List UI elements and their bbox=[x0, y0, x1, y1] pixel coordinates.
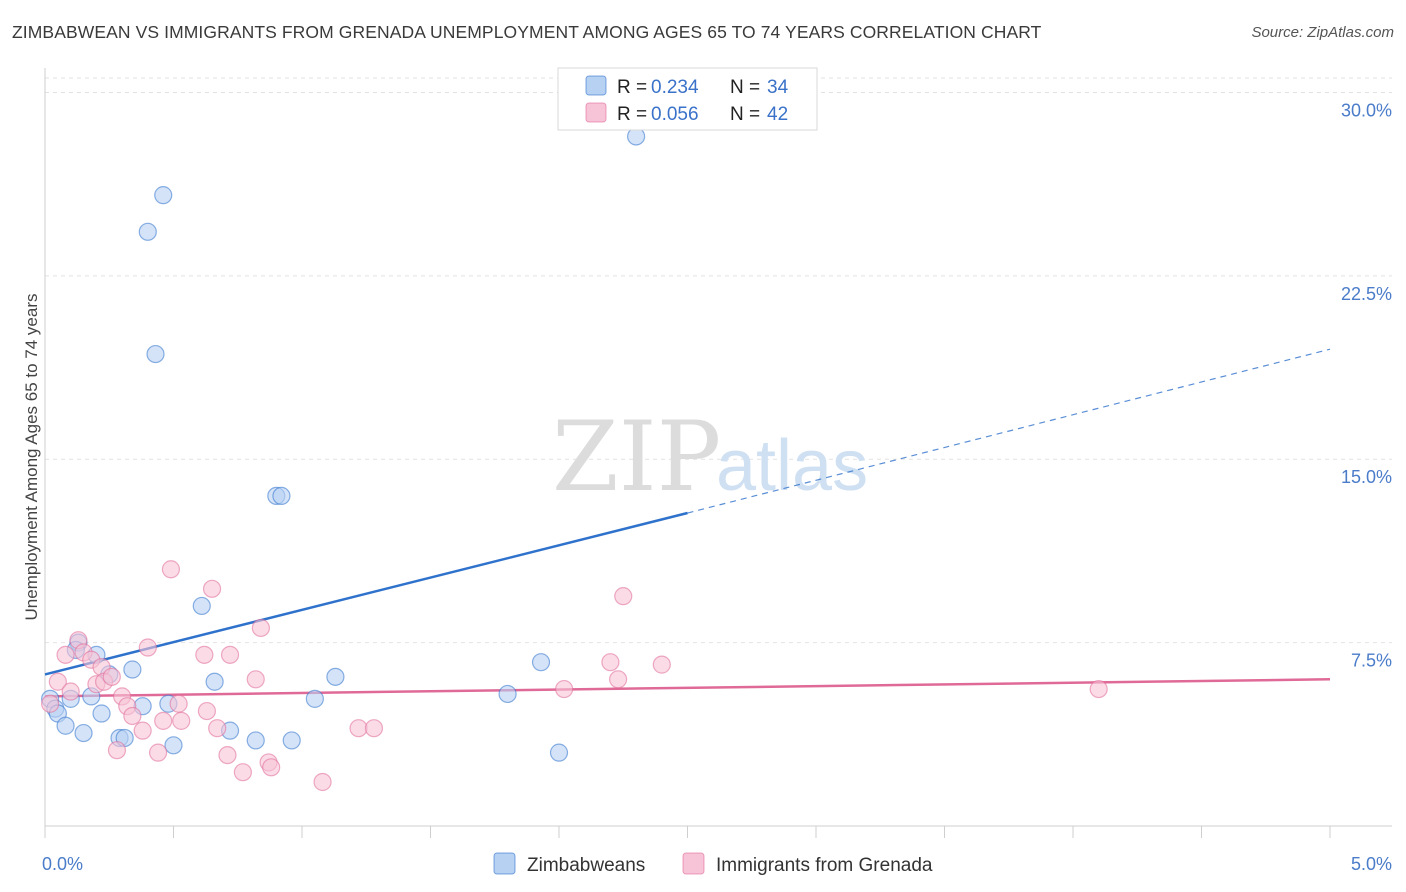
grenada-point-27 bbox=[220, 645, 240, 664]
zimbabweans-point-20 bbox=[192, 596, 211, 616]
series-legend: Zimbabweans Immigrants from Grenada bbox=[493, 852, 933, 876]
zimbabweans-point-19 bbox=[164, 736, 183, 755]
grenada-point-1 bbox=[48, 672, 67, 691]
zimbabweans-point-27 bbox=[305, 689, 324, 708]
grenada-point-16 bbox=[138, 638, 157, 657]
zimbabweans-point-25 bbox=[272, 486, 291, 506]
grenada-point-18 bbox=[154, 711, 173, 730]
zimbabweans-point-30 bbox=[531, 653, 551, 672]
grenada-point-39 bbox=[614, 587, 633, 606]
zimbabweans-point-29 bbox=[498, 684, 517, 704]
legend-r-label-grenada: R = bbox=[617, 104, 647, 125]
grenada-point-28 bbox=[233, 763, 252, 782]
zimbabweans-point-15 bbox=[138, 222, 157, 241]
source-label: Source: ZipAtlas.com bbox=[1251, 24, 1394, 41]
watermark-atlas: atlas bbox=[716, 426, 868, 506]
grenada-point-41 bbox=[1089, 679, 1108, 699]
legend-r-value-grenada: 0.056 bbox=[651, 104, 699, 125]
grenada-point-37 bbox=[601, 653, 620, 672]
grenada-point-23 bbox=[197, 701, 217, 721]
legend-swatch-grenada bbox=[585, 102, 607, 123]
zimbabweans-point-6 bbox=[74, 723, 93, 743]
grenada-point-30 bbox=[251, 618, 270, 638]
watermark: ZIP atlas bbox=[552, 401, 868, 513]
y-tick-label-0: 7.5% bbox=[1351, 651, 1392, 671]
x-tick-label-0: 0.0% bbox=[42, 854, 83, 874]
legend-n-label-zimbabweans: N = bbox=[730, 77, 760, 98]
grenada-point-15 bbox=[133, 721, 152, 740]
zimbabweans-point-16 bbox=[146, 344, 165, 364]
y-axis-label: Unemployment Among Ages 65 to 74 years bbox=[22, 294, 41, 621]
grenada-point-2 bbox=[56, 645, 75, 664]
points-layer bbox=[41, 127, 1108, 792]
zimbabweans-point-28 bbox=[326, 667, 345, 686]
grenada-point-17 bbox=[148, 743, 168, 762]
y-tick-label-3: 30.0% bbox=[1341, 100, 1392, 120]
grenada-point-11 bbox=[107, 741, 127, 760]
grenada-point-40 bbox=[652, 655, 671, 674]
y-tick-labels: 7.5% 15.0% 22.5% 30.0% bbox=[1341, 100, 1392, 670]
zimbabweans-point-17 bbox=[154, 186, 173, 205]
grenada-point-20 bbox=[169, 694, 188, 713]
grenada-point-36 bbox=[555, 679, 574, 699]
series-legend-swatch-zimbabweans bbox=[493, 852, 516, 875]
y-tick-label-1: 15.0% bbox=[1341, 467, 1392, 487]
zimbabweans-point-21 bbox=[205, 672, 224, 691]
grenada-point-3 bbox=[61, 682, 80, 701]
zimbabweans-point-31 bbox=[549, 743, 569, 762]
grid-layer bbox=[45, 77, 1392, 644]
x-tick-label-1: 5.0% bbox=[1351, 854, 1392, 874]
grenada-point-19 bbox=[161, 560, 181, 579]
zimbabweans-point-13 bbox=[123, 660, 142, 679]
watermark-zip: ZIP bbox=[552, 401, 721, 513]
grenada-point-38 bbox=[609, 670, 628, 689]
grenada-point-35 bbox=[364, 719, 384, 738]
zimbabweans-point-9 bbox=[92, 704, 111, 723]
grenada-point-25 bbox=[208, 719, 227, 738]
grenada-point-22 bbox=[195, 645, 214, 664]
grenada-point-26 bbox=[218, 745, 237, 765]
grenada-trend-line bbox=[44, 678, 1331, 698]
legend-r-label-zimbabweans: R = bbox=[617, 77, 647, 98]
zimbabweans-point-23 bbox=[246, 731, 265, 750]
grenada-point-29 bbox=[246, 670, 265, 689]
series-legend-label-zimbabweans: Zimbabweans bbox=[527, 855, 645, 876]
legend-n-value-zimbabweans: 34 bbox=[767, 77, 789, 98]
zimbabweans-point-32 bbox=[626, 127, 646, 146]
grenada-point-32 bbox=[262, 758, 281, 777]
grenada-point-14 bbox=[123, 706, 142, 726]
legend-r-value-zimbabweans: 0.234 bbox=[651, 77, 699, 98]
stats-legend: R = 0.234 N = 34 R = 0.056 N = 42 bbox=[557, 67, 818, 131]
zimbabweans-trend-extension bbox=[687, 348, 1331, 514]
grenada-point-21 bbox=[172, 711, 191, 730]
grenada-point-0 bbox=[41, 694, 60, 713]
series-legend-label-grenada: Immigrants from Grenada bbox=[716, 855, 933, 876]
grenada-point-34 bbox=[349, 719, 368, 738]
y-tick-label-2: 22.5% bbox=[1341, 284, 1392, 304]
zimbabweans-point-26 bbox=[282, 731, 301, 750]
legend-swatch-zimbabweans bbox=[585, 75, 607, 96]
grenada-point-24 bbox=[202, 579, 222, 598]
legend-n-value-grenada: 42 bbox=[767, 104, 788, 125]
chart-title: ZIMBABWEAN VS IMMIGRANTS FROM GRENADA UN… bbox=[12, 22, 1042, 42]
legend-n-label-grenada: N = bbox=[730, 104, 760, 125]
grenada-point-10 bbox=[102, 667, 121, 686]
grenada-point-33 bbox=[313, 772, 332, 792]
zimbabweans-point-3 bbox=[56, 716, 75, 735]
x-tick-labels: 0.0% 5.0% bbox=[42, 854, 1392, 874]
series-legend-swatch-grenada bbox=[682, 852, 705, 875]
